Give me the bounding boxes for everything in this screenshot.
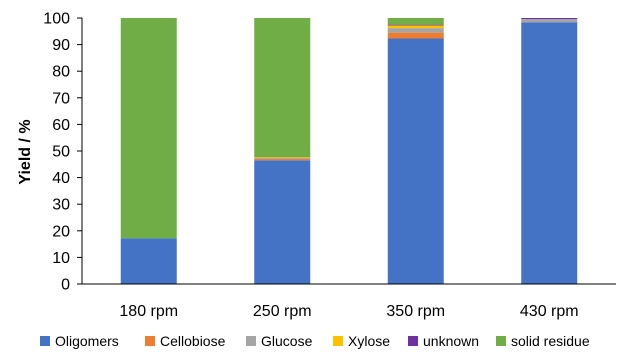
legend-swatch: [496, 336, 506, 346]
x-tick-label: 430 rpm: [520, 303, 579, 320]
legend-label: Oligomers: [55, 333, 119, 349]
bar-segment: [120, 238, 177, 284]
y-tick-label: 70: [52, 90, 70, 107]
bar-segment: [254, 160, 311, 284]
legend-label: Glucose: [261, 333, 313, 349]
bar-segment: [521, 18, 578, 20]
y-tick-label: 60: [52, 117, 70, 134]
bar-segment: [254, 158, 311, 161]
legend-swatch: [246, 336, 256, 346]
bar-segment: [387, 24, 444, 26]
bar-segment: [387, 32, 444, 39]
y-tick-label: 50: [52, 144, 70, 161]
y-tick-label: 90: [52, 37, 70, 54]
bar-segment: [387, 18, 444, 25]
y-tick-label: 100: [43, 11, 70, 28]
legend-swatch: [408, 336, 418, 346]
bar-segment: [387, 25, 444, 29]
legend-label: Cellobiose: [160, 333, 226, 349]
legend-swatch: [333, 336, 343, 346]
bar-segment: [254, 157, 311, 158]
bar-segment: [254, 18, 311, 158]
x-tick-label: 250 rpm: [253, 303, 312, 320]
legend-swatch: [40, 336, 50, 346]
y-tick-label: 30: [52, 197, 70, 214]
y-tick-label: 10: [52, 250, 70, 267]
bar-segment: [120, 18, 177, 239]
x-tick-label: 350 rpm: [386, 303, 445, 320]
legend-label: Xylose: [348, 333, 390, 349]
legend-label: solid residue: [511, 333, 590, 349]
bar-segment: [521, 22, 578, 284]
y-tick-label: 0: [61, 277, 70, 294]
y-tick-label: 20: [52, 223, 70, 240]
y-tick-label: 40: [52, 170, 70, 187]
y-axis-label: Yield / %: [17, 119, 34, 184]
bar-segment: [521, 19, 578, 23]
y-tick-label: 80: [52, 64, 70, 81]
bar-segment: [387, 38, 444, 285]
legend-label: unknown: [423, 333, 479, 349]
bar-segment: [254, 157, 311, 159]
x-tick-label: 180 rpm: [119, 303, 178, 320]
bar-segment: [387, 28, 444, 33]
legend-swatch: [145, 336, 155, 346]
